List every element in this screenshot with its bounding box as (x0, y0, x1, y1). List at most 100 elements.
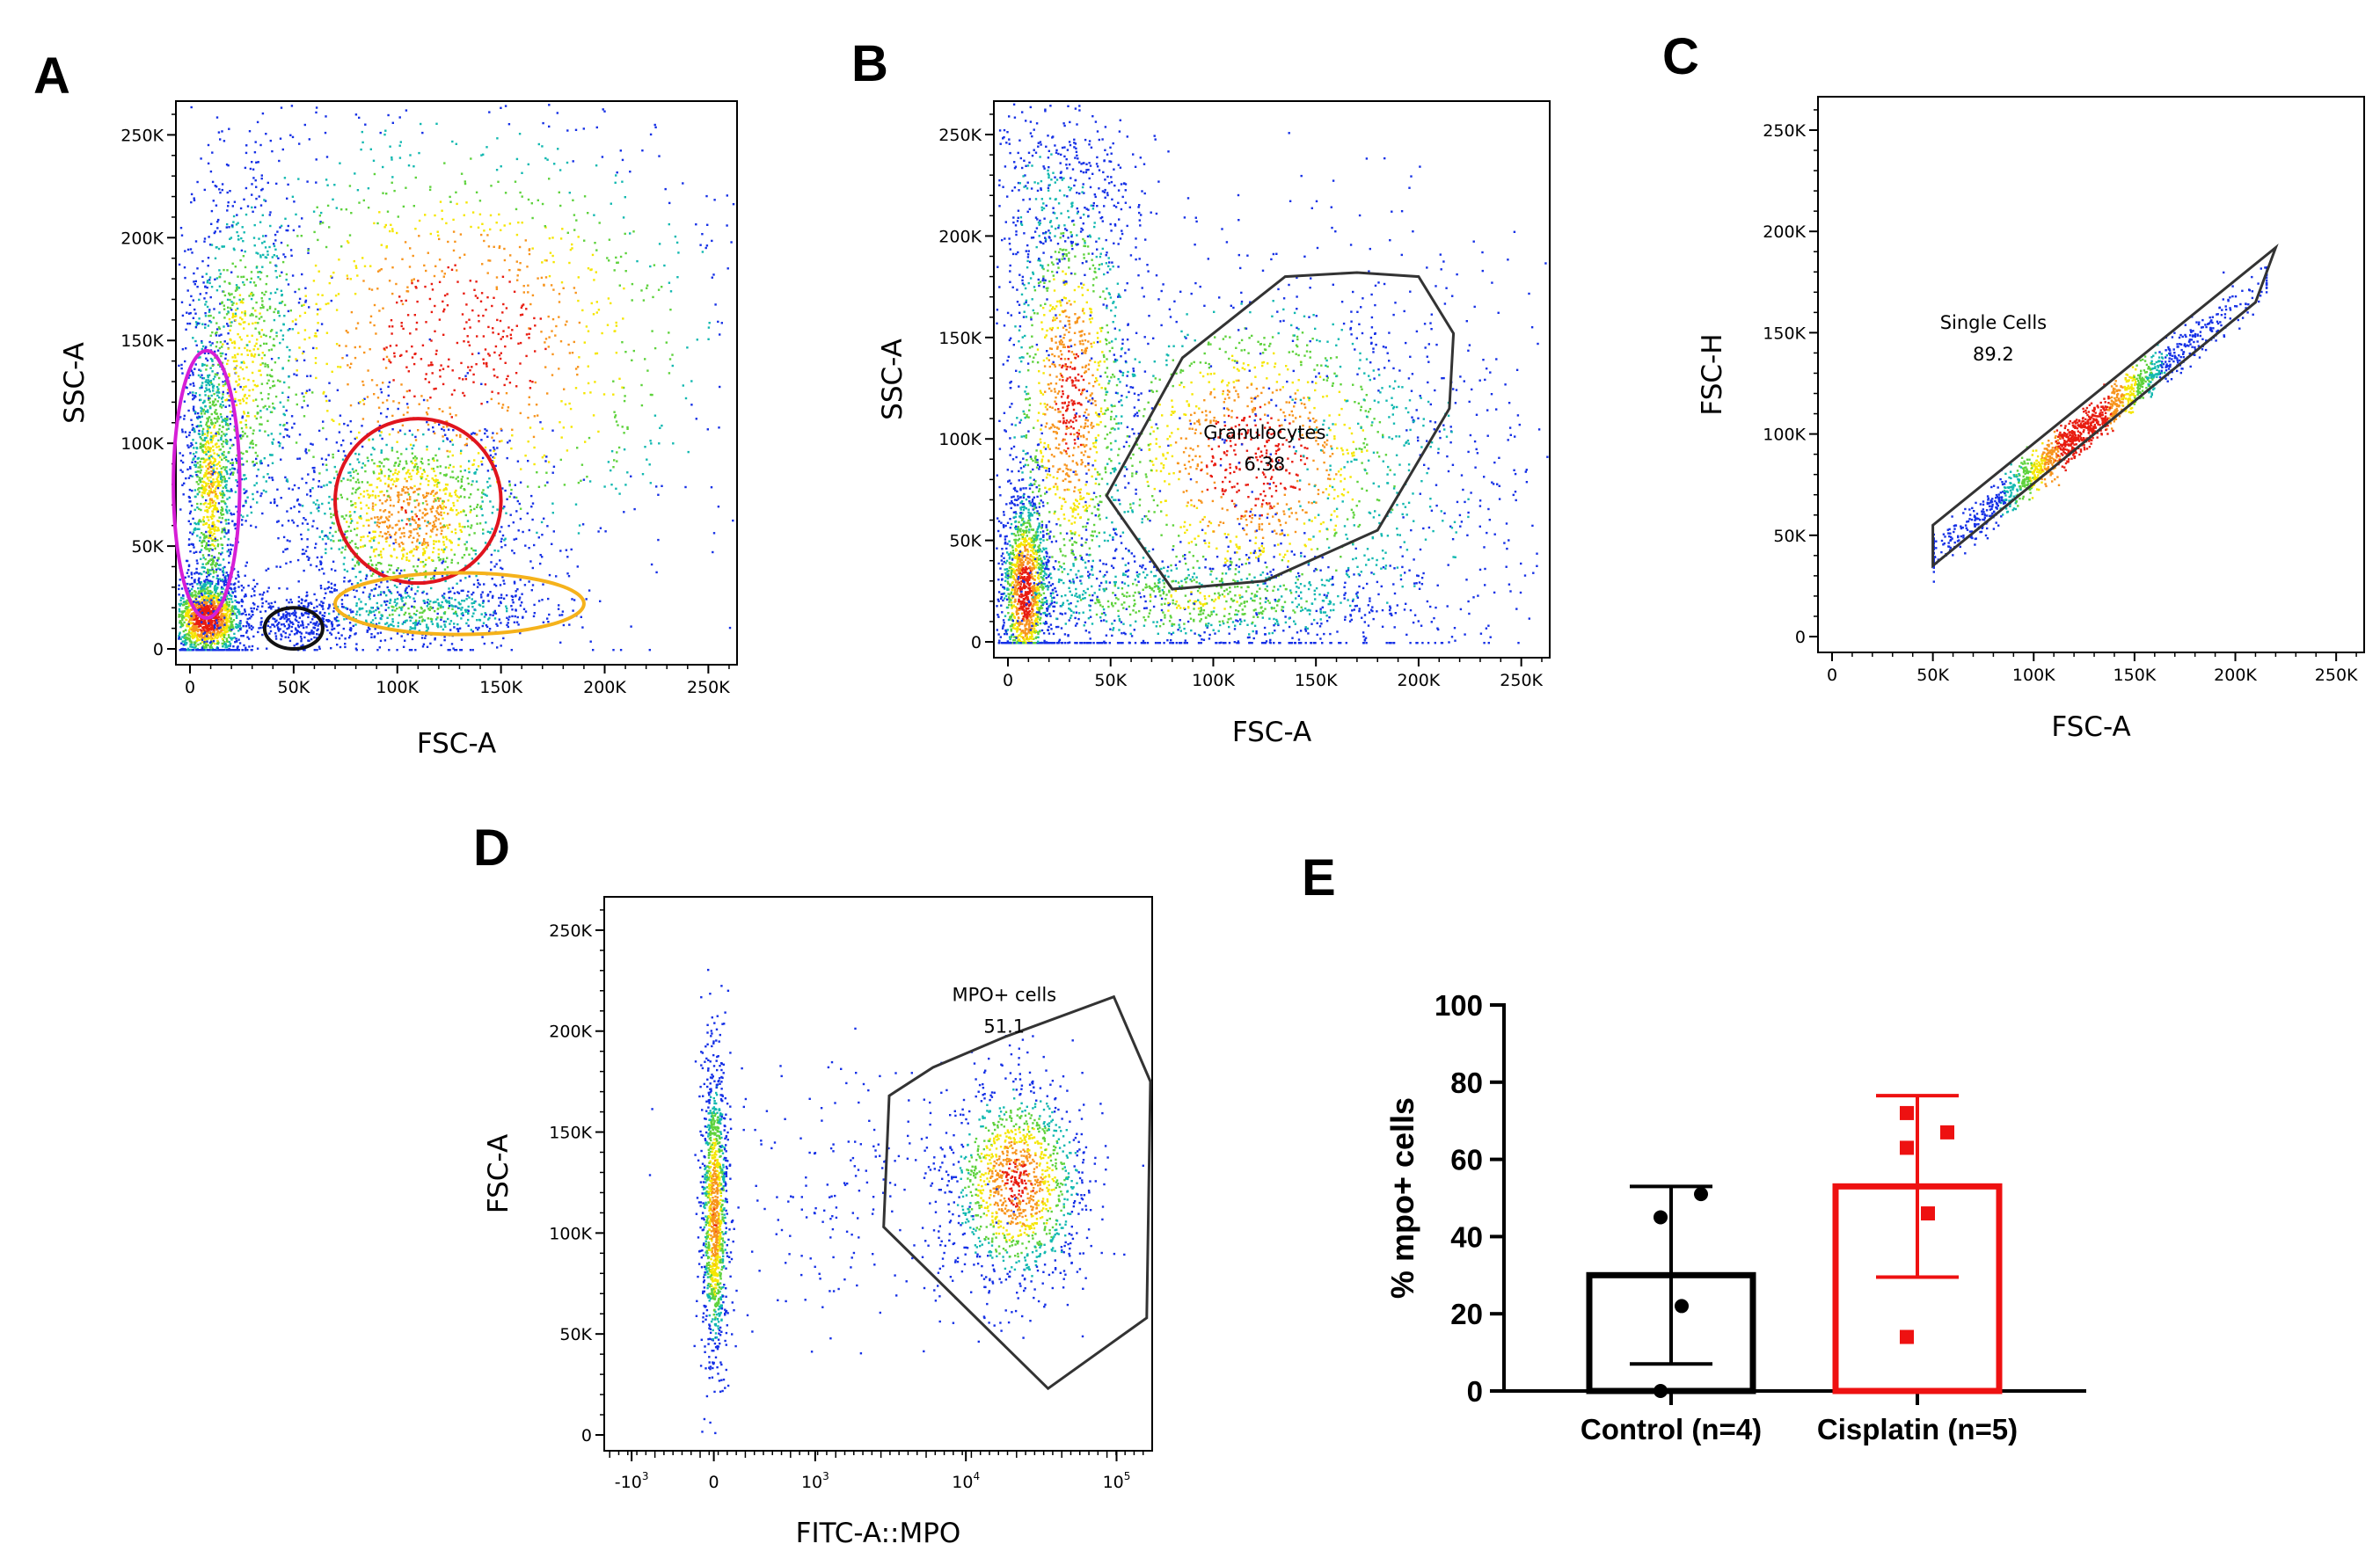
data-point (387, 624, 391, 627)
data-point (362, 524, 365, 528)
data-point (252, 587, 254, 590)
data-point (303, 517, 305, 520)
data-point (238, 294, 242, 296)
data-point (411, 637, 414, 641)
data-point (225, 583, 228, 586)
data-point (236, 484, 239, 487)
data-point (404, 620, 407, 623)
data-point (196, 506, 199, 509)
data-point (215, 617, 217, 620)
data-point (225, 614, 228, 617)
data-point (400, 542, 403, 544)
data-point (368, 519, 370, 521)
data-point (230, 630, 232, 632)
data-point (471, 557, 474, 560)
data-point (315, 599, 318, 601)
data-point (227, 460, 230, 462)
data-point (455, 605, 458, 608)
data-point (463, 554, 466, 557)
data-point (400, 453, 403, 455)
data-point (222, 569, 224, 572)
data-point (420, 543, 424, 546)
data-point (201, 374, 203, 376)
data-point (433, 484, 436, 487)
data-point (226, 415, 229, 419)
data-point (257, 161, 259, 164)
data-point (441, 529, 443, 532)
data-point (390, 554, 392, 557)
data-point (189, 583, 192, 586)
data-point (223, 623, 226, 626)
data-point (407, 535, 411, 539)
data-point (324, 587, 326, 591)
data-point (189, 383, 192, 386)
data-point (358, 607, 361, 610)
data-point (231, 262, 234, 265)
data-point (385, 594, 388, 597)
data-point (411, 518, 414, 521)
data-point (228, 127, 230, 130)
data-point (257, 605, 259, 608)
data-point (208, 613, 210, 616)
data-point (394, 524, 398, 527)
data-point (185, 328, 187, 331)
data-point (236, 646, 239, 649)
data-point (211, 510, 214, 513)
data-point (439, 504, 442, 507)
data-point (365, 619, 368, 622)
data-point (320, 601, 323, 603)
data-point (215, 277, 219, 280)
data-point (201, 494, 203, 497)
data-point (261, 266, 264, 268)
data-point (237, 630, 240, 632)
data-point (245, 630, 249, 632)
data-point (279, 442, 281, 445)
data-point (389, 499, 392, 501)
data-point (454, 599, 456, 601)
data-point (547, 597, 550, 601)
data-point (281, 334, 285, 337)
data-point (217, 502, 221, 505)
data-point (209, 379, 213, 382)
data-point (195, 649, 198, 652)
data-point (203, 439, 206, 442)
data-point (296, 558, 300, 562)
data-point (244, 314, 246, 317)
data-point (214, 547, 216, 550)
data-point (436, 512, 439, 514)
data-point (227, 451, 230, 454)
data-point (262, 235, 265, 237)
data-point (205, 535, 208, 539)
data-point (209, 382, 213, 384)
data-point (492, 506, 494, 508)
data-point (490, 553, 493, 557)
data-point (449, 494, 451, 497)
data-point (282, 323, 285, 325)
data-point (235, 315, 237, 317)
data-point (183, 601, 186, 603)
data-point (501, 507, 505, 510)
data-point (431, 506, 434, 508)
data-point (273, 243, 275, 245)
data-point (216, 389, 219, 392)
data-point (211, 485, 214, 488)
data-point (225, 164, 229, 166)
data-point (210, 422, 214, 425)
data-point (219, 601, 222, 604)
data-point (230, 512, 232, 514)
data-point (403, 499, 405, 503)
data-point (244, 266, 247, 269)
data-point (368, 595, 370, 598)
data-point (181, 484, 184, 486)
data-point (489, 531, 492, 534)
data-point (215, 571, 217, 573)
data-point (242, 298, 245, 301)
data-point (542, 621, 545, 623)
data-point (405, 552, 408, 555)
data-point (383, 532, 387, 535)
data-point (202, 604, 206, 607)
data-point (253, 345, 257, 347)
data-point (222, 245, 224, 248)
data-point (440, 644, 442, 646)
data-point (216, 520, 219, 522)
